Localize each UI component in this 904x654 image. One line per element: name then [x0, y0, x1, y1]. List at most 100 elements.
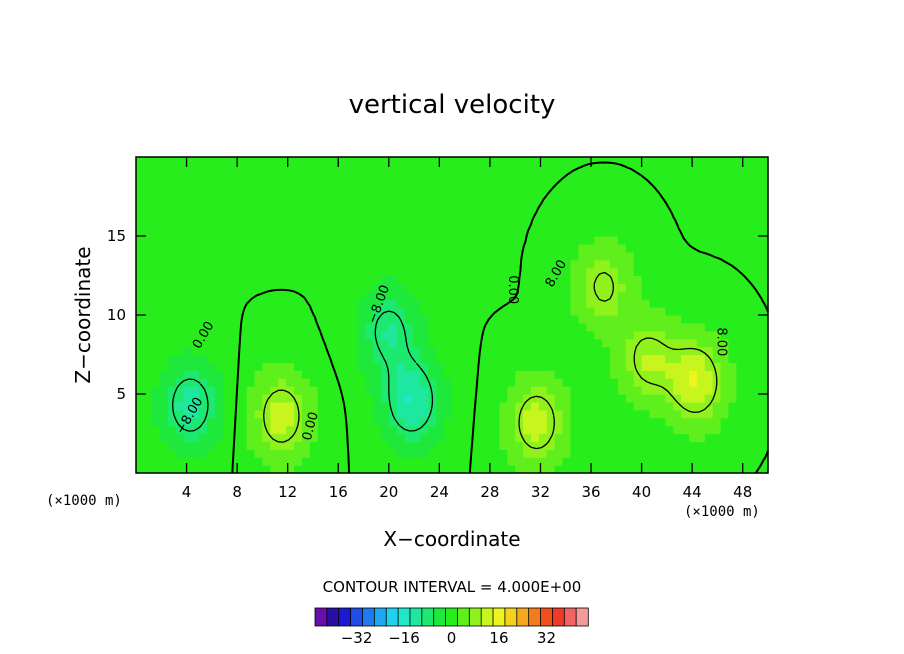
field-cell	[199, 220, 208, 229]
field-cell	[712, 409, 722, 419]
field-cell	[483, 417, 493, 427]
field-cell	[136, 370, 145, 379]
field-cell	[159, 378, 169, 387]
field-cell	[554, 220, 564, 229]
field-cell	[199, 338, 208, 348]
field-cell	[317, 465, 327, 474]
field-cell	[720, 220, 730, 229]
field-cell	[633, 433, 643, 442]
field-cell	[515, 299, 524, 308]
field-cell	[333, 212, 342, 221]
field-cell	[467, 409, 477, 419]
field-cell	[617, 275, 627, 284]
field-cell	[317, 236, 327, 245]
field-cell	[523, 433, 532, 442]
field-cell	[396, 386, 406, 395]
field-cell	[689, 409, 698, 419]
colorbar-swatch	[433, 607, 447, 627]
field-cell	[294, 267, 303, 277]
field-cell	[380, 251, 390, 261]
field-cell	[673, 291, 682, 300]
colorbar	[314, 607, 589, 627]
field-cell	[633, 315, 643, 324]
field-cell	[175, 259, 184, 269]
field-cell	[570, 457, 579, 466]
field-cell	[215, 299, 224, 308]
field-cell	[507, 164, 516, 174]
field-cell	[301, 346, 311, 356]
field-cell	[278, 449, 287, 458]
field-cell	[467, 338, 477, 348]
contour-label: 8.00	[713, 327, 728, 356]
field-cell	[278, 228, 287, 237]
field-cell	[752, 220, 761, 229]
field-cell	[317, 228, 327, 237]
field-cell	[459, 401, 469, 411]
field-cell	[523, 275, 532, 284]
field-cell	[325, 315, 335, 324]
field-cell	[341, 291, 350, 300]
field-cell	[294, 236, 303, 245]
field-cell	[625, 330, 635, 340]
field-cell	[301, 251, 311, 261]
field-cell	[341, 259, 350, 269]
field-cell	[278, 322, 287, 332]
field-cell	[262, 441, 271, 450]
field-cell	[230, 346, 240, 356]
field-cell	[278, 251, 287, 261]
field-cell	[183, 354, 192, 363]
field-cell	[396, 204, 406, 213]
field-cell	[712, 307, 722, 316]
field-cell	[515, 457, 524, 466]
field-cell	[365, 417, 374, 427]
y-tick-label: 15	[107, 227, 126, 245]
field-cell	[388, 283, 398, 292]
field-cell	[704, 251, 714, 261]
field-cell	[665, 243, 674, 253]
field-cell	[404, 204, 414, 213]
field-cell	[230, 228, 240, 237]
field-cell	[562, 322, 572, 332]
field-cell	[546, 275, 556, 284]
field-cell	[341, 425, 350, 435]
field-cell	[325, 386, 335, 395]
field-cell	[641, 251, 651, 261]
field-cell	[712, 417, 722, 427]
field-cell	[641, 362, 651, 371]
field-cell	[215, 291, 224, 300]
field-cell	[578, 291, 587, 300]
field-cell	[523, 346, 532, 356]
field-cell	[396, 401, 406, 411]
field-cell	[215, 378, 224, 387]
field-cell	[428, 196, 437, 205]
colorbar-label: −16	[388, 629, 420, 647]
field-cell	[396, 291, 406, 300]
field-cell	[681, 204, 690, 213]
field-cell	[483, 204, 493, 213]
field-cell	[507, 370, 516, 379]
colorbar-swatch	[468, 607, 482, 627]
field-cell	[641, 465, 651, 474]
field-cell	[515, 188, 524, 198]
field-cell	[712, 338, 722, 348]
field-cell	[167, 457, 177, 466]
field-cell	[294, 370, 303, 379]
field-cell	[167, 330, 177, 340]
field-cell	[159, 188, 169, 198]
field-cell	[388, 196, 398, 205]
field-cell	[199, 401, 208, 411]
field-cell	[689, 362, 698, 371]
field-cell	[610, 172, 619, 182]
field-cell	[657, 228, 666, 237]
field-cell	[230, 449, 240, 458]
field-cell	[689, 180, 698, 190]
field-cell	[341, 267, 350, 277]
field-cell	[420, 322, 429, 332]
field-cell	[333, 386, 342, 395]
field-cell	[633, 267, 643, 277]
field-cell	[436, 212, 445, 221]
field-cell	[317, 338, 327, 348]
field-cell	[309, 346, 319, 356]
field-cell	[286, 417, 295, 427]
field-cell	[704, 465, 714, 474]
